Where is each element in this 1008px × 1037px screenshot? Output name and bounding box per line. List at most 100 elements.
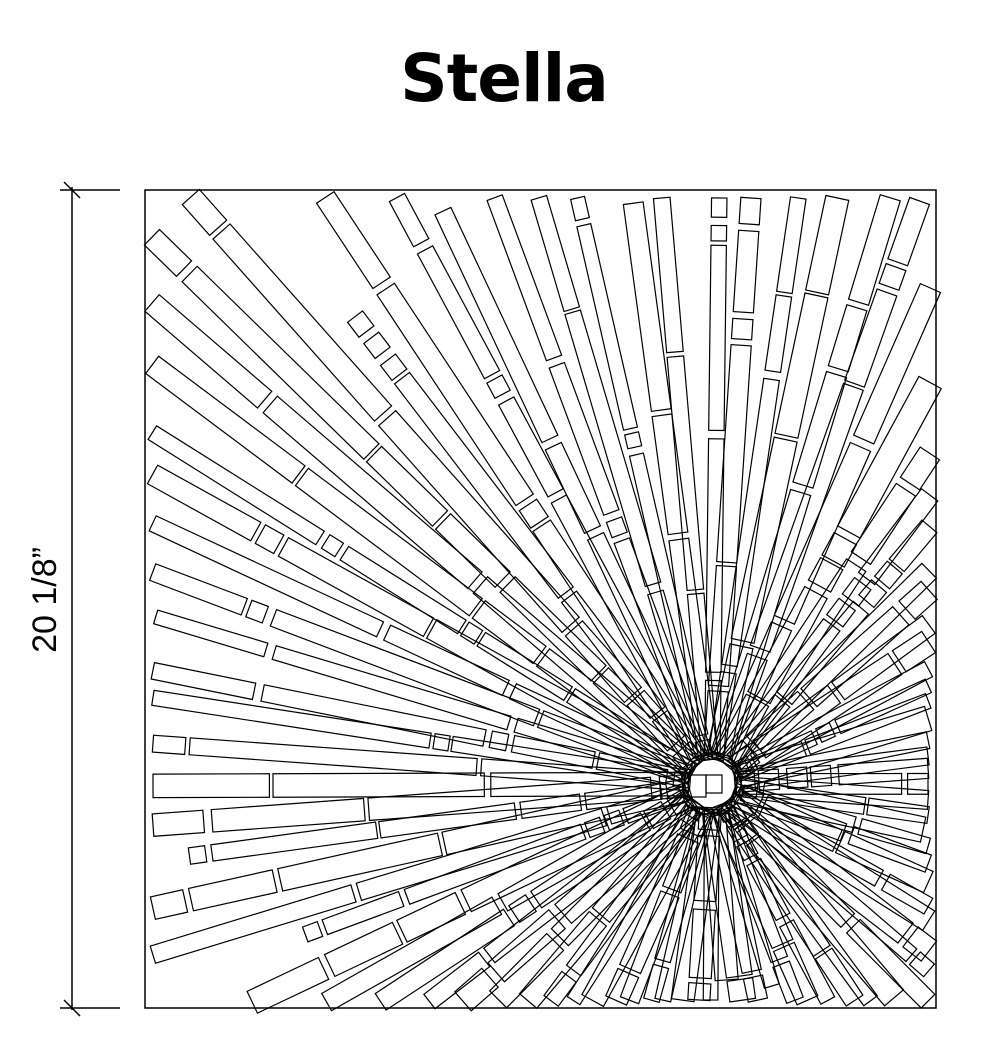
strip-tile <box>271 644 512 731</box>
strip-tile <box>845 918 936 1009</box>
strip-tile <box>434 206 559 444</box>
strip-tile <box>716 343 752 564</box>
strip-tile <box>149 889 189 920</box>
strip-tile <box>393 371 575 600</box>
strip-tile <box>850 482 917 566</box>
square-tile <box>809 764 833 788</box>
strip-tile <box>548 361 620 517</box>
strip-tile <box>564 620 643 704</box>
strip-tile <box>416 244 501 380</box>
strip-tile <box>564 309 662 588</box>
strip-tile <box>827 303 868 373</box>
strip-tile <box>661 805 713 894</box>
square-tile <box>254 524 285 555</box>
strip-tile <box>323 921 404 978</box>
strip-tile <box>725 793 918 963</box>
strip-tile <box>152 773 271 799</box>
strip-tile <box>715 557 867 771</box>
strip-tile <box>144 355 306 484</box>
strip-tile <box>738 196 762 226</box>
strip-tile <box>148 515 385 638</box>
strip-tile <box>144 293 273 409</box>
square-tile <box>603 809 625 832</box>
strip-tile <box>260 684 487 747</box>
strip-tile <box>880 873 934 915</box>
square-tile <box>902 926 938 962</box>
strip-tile <box>150 661 257 701</box>
strip-tile <box>814 947 864 1007</box>
strip-tile <box>792 370 848 489</box>
strip-tile <box>642 963 670 1004</box>
square-tile <box>878 262 907 292</box>
strip-tile <box>374 908 516 1011</box>
strip-tile <box>152 609 269 658</box>
strip-tile <box>376 282 535 507</box>
strip-tile <box>729 782 848 842</box>
strip-tile <box>804 692 932 756</box>
strip-tile <box>554 793 699 925</box>
strip-tile <box>246 956 330 1014</box>
strip-tile <box>395 891 467 943</box>
strip-tile <box>146 464 262 542</box>
strip-tile <box>646 589 713 762</box>
strip-tile <box>181 188 228 237</box>
strip-tile <box>488 932 565 1009</box>
strip-tile <box>774 292 829 439</box>
square-tile <box>187 845 208 865</box>
strip-tile <box>212 223 393 422</box>
strip-tile <box>530 194 581 313</box>
strip-tile <box>651 413 689 536</box>
strip-tile <box>837 757 930 786</box>
strip-tile <box>866 797 930 825</box>
square-tile <box>710 224 728 242</box>
strip-tile <box>479 758 692 792</box>
strip-tile <box>487 908 567 983</box>
strip-tile <box>441 777 690 856</box>
strip-tile <box>269 608 541 727</box>
strip-tile <box>702 809 753 979</box>
strip-tile <box>887 196 931 267</box>
square-tile <box>733 770 757 793</box>
strip-tile <box>702 812 739 982</box>
square-tile <box>362 331 391 360</box>
square-tile <box>320 533 345 558</box>
strip-tile <box>622 201 672 413</box>
strip-tile <box>210 797 366 833</box>
square-tile <box>873 560 904 590</box>
strip-tile <box>751 730 819 772</box>
square-tile <box>244 599 270 624</box>
strip-tile <box>143 228 193 278</box>
strip-tile <box>151 689 432 749</box>
strip-tile <box>339 545 467 635</box>
strip-tile <box>576 222 639 431</box>
strip-tile <box>355 807 608 902</box>
square-tile <box>687 982 712 1002</box>
strip-tile <box>898 580 939 621</box>
strip-tile <box>718 693 791 774</box>
strip-tile <box>569 195 591 222</box>
strip-tile <box>262 395 483 590</box>
square-tile <box>583 816 606 839</box>
strip-tile <box>403 823 587 905</box>
strip-tile <box>852 282 942 445</box>
strip-tile <box>210 821 379 862</box>
square-tile <box>730 755 756 780</box>
strip-tile <box>388 192 430 248</box>
strip-tile <box>622 785 689 825</box>
square-tile <box>459 621 484 645</box>
strip-tile <box>560 590 666 720</box>
strip-tile <box>476 631 574 702</box>
square-tile <box>623 431 643 450</box>
strip-tile <box>320 896 503 1012</box>
strip-tile <box>148 563 249 616</box>
strip-tile <box>726 977 757 1003</box>
strip-tile <box>425 618 699 784</box>
strip-tile <box>151 809 206 837</box>
strip-tile <box>719 617 841 769</box>
diagram-title: Stella <box>400 40 609 117</box>
strip-tile <box>764 294 793 374</box>
square-tile <box>301 920 324 943</box>
dimension-marker <box>60 181 120 1017</box>
strip-tile <box>450 735 669 786</box>
